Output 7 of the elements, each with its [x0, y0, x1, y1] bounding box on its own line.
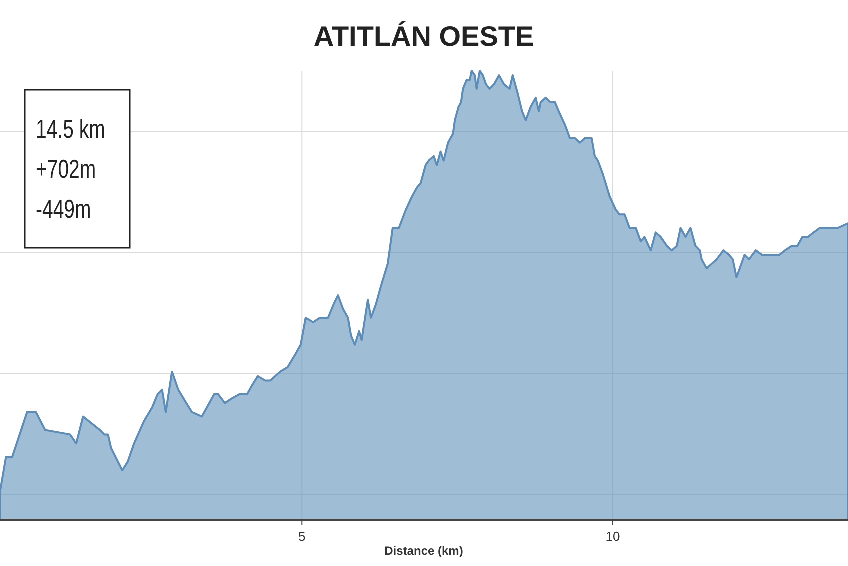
annotation: +702m: [36, 154, 96, 184]
chart-title: ATITLÁN OESTE: [314, 21, 534, 52]
x-axis-title: Distance (km): [384, 544, 464, 558]
annotation: 14.5 km: [36, 114, 106, 144]
annotation: -449m: [36, 194, 92, 224]
x-tick-label: 5: [298, 529, 306, 544]
x-tick-label: 10: [606, 529, 620, 544]
